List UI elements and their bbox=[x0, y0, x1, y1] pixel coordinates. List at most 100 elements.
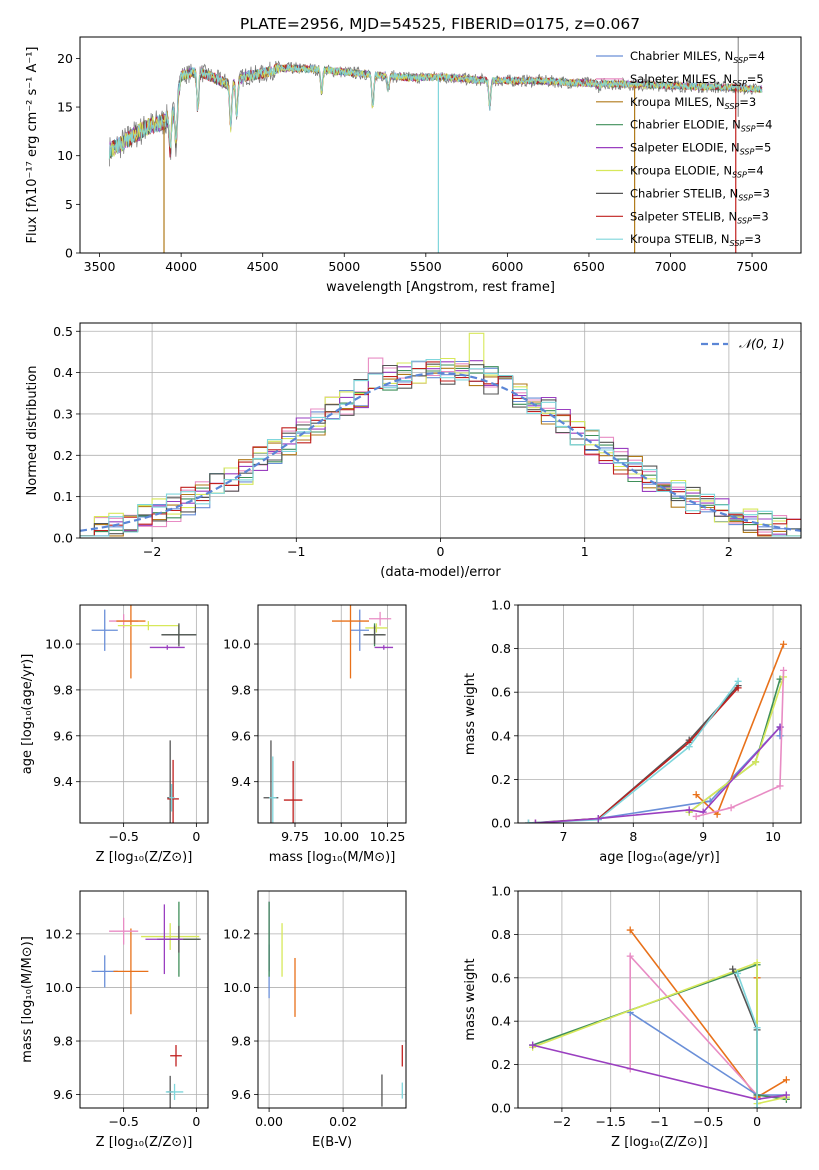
x-tick-label: 0.00 bbox=[255, 1114, 283, 1129]
y-tick-label: 0.0 bbox=[491, 816, 511, 831]
x-tick-label: 9 bbox=[699, 829, 707, 844]
weight-marker bbox=[776, 732, 784, 740]
weight_vs_Z-plot-area bbox=[529, 926, 790, 1108]
weight-marker bbox=[752, 758, 760, 766]
weight-marker bbox=[782, 1076, 790, 1084]
weight-marker bbox=[692, 812, 700, 820]
y-tick-label: 10.0 bbox=[223, 980, 251, 995]
spectrum-data-line bbox=[109, 60, 763, 167]
y-tick-label: 0.4 bbox=[491, 728, 511, 743]
x-tick-label: 1 bbox=[581, 544, 589, 559]
y-tick-label: 9.8 bbox=[231, 682, 251, 697]
y-tick-label: 5 bbox=[65, 197, 73, 212]
y-tick-label: 0 bbox=[65, 246, 73, 261]
y-tick-label: 0.2 bbox=[491, 1057, 511, 1072]
y-tick-label: 20 bbox=[57, 51, 73, 66]
x-tick-label: 0.02 bbox=[329, 1114, 357, 1129]
weight-marker bbox=[734, 684, 742, 692]
y-tick-label: 0.8 bbox=[491, 641, 511, 656]
mass_vs_ebv-plot-area bbox=[268, 901, 403, 1107]
weight-marker bbox=[685, 743, 693, 751]
spectrum-model-line bbox=[108, 63, 763, 160]
legend-label: Chabrier MILES, NSSP=4 bbox=[630, 49, 765, 65]
x-tick-label: −0.5 bbox=[693, 1114, 723, 1129]
errorbar-point bbox=[365, 623, 388, 633]
y-tick-label: 10.2 bbox=[223, 926, 251, 941]
errorbar-point bbox=[167, 759, 179, 823]
y-tick-label: 0.3 bbox=[53, 406, 73, 421]
y-tick-label: 9.8 bbox=[53, 1034, 73, 1049]
x-tick-label: 6500 bbox=[573, 259, 605, 274]
errorbar-point bbox=[161, 623, 197, 647]
legend-label: Kroupa STELIB, NSSP=3 bbox=[630, 232, 761, 248]
weight-marker bbox=[594, 815, 602, 823]
weight-series-line bbox=[696, 670, 785, 818]
x-tick-label: −2 bbox=[143, 544, 161, 559]
x-axis-label: Z [log₁₀(Z/Z⊙)] bbox=[96, 1135, 193, 1150]
x-axis-label: Z [log₁₀(Z/Z⊙)] bbox=[96, 850, 193, 865]
spectrum-plot-area bbox=[108, 37, 763, 253]
errorbar-point bbox=[350, 609, 369, 651]
errorbar-point bbox=[165, 1083, 184, 1100]
x-tick-label: 10 bbox=[765, 829, 781, 844]
mass_vs_ebv-panel: 0.00 0.02 9.6 9.8 10.0 10.2 E(B-V) bbox=[223, 890, 407, 1150]
age_vs_mass-plot-area bbox=[263, 605, 394, 823]
errorbar-point bbox=[141, 923, 200, 950]
axes-frame bbox=[257, 604, 407, 824]
residuals-plot-area bbox=[80, 332, 801, 537]
x-tick-label: 0 bbox=[192, 1114, 200, 1129]
y-tick-label: 9.6 bbox=[53, 728, 73, 743]
weight-marker bbox=[753, 959, 761, 967]
x-tick-label: 2 bbox=[725, 544, 733, 559]
y-tick-label: 0.2 bbox=[53, 448, 73, 463]
y-tick-label: 0.0 bbox=[491, 1101, 511, 1116]
age_vs_Z-panel: −0.5 0 9.4 9.6 9.8 10.0 Z [log₁₀(Z/Z⊙)] age [lo… bbox=[20, 604, 209, 865]
y-tick-label: 10.0 bbox=[45, 980, 73, 995]
errorbar-point bbox=[113, 928, 149, 1015]
errorbar-point bbox=[145, 904, 184, 975]
mass_vs_Z-panel: −0.5 0 9.6 9.8 10.0 10.2 Z [log₁₀(Z/Z⊙)] mass [… bbox=[20, 890, 209, 1150]
x-tick-label: −2 bbox=[553, 1114, 571, 1129]
legend-label: 𝒩(0, 1) bbox=[739, 336, 785, 351]
x-axis-label: mass [log₁₀(M/M⊙)] bbox=[269, 850, 396, 865]
y-axis-label: mass [log₁₀(M/M⊙)] bbox=[20, 936, 35, 1063]
y-tick-label: 1.0 bbox=[491, 598, 511, 613]
y-tick-label: 9.6 bbox=[231, 1087, 251, 1102]
axes-frame bbox=[79, 322, 802, 539]
y-axis-label: Flux [fλ10⁻¹⁷ erg cm⁻² s⁻¹ A⁻¹] bbox=[25, 47, 40, 244]
y-tick-label: 0.6 bbox=[491, 970, 511, 985]
weight-marker bbox=[524, 819, 532, 823]
x-tick-label: −1.5 bbox=[596, 1114, 626, 1129]
weight-marker bbox=[727, 804, 735, 812]
errorbar-point bbox=[117, 621, 179, 631]
weight-marker bbox=[753, 1024, 761, 1032]
weight_vs_age-plot-area bbox=[524, 640, 788, 823]
weight-marker bbox=[734, 677, 742, 685]
figure-title: PLATE=2956, MJD=54525, FIBERID=0175, z=0… bbox=[240, 15, 640, 33]
x-tick-label: −0.5 bbox=[108, 1114, 138, 1129]
errorbar-point bbox=[170, 1045, 182, 1067]
x-axis-label: wavelength [Angstrom, rest frame] bbox=[326, 280, 555, 295]
weight-marker bbox=[626, 926, 634, 934]
weight-marker bbox=[529, 1041, 537, 1049]
age_vs_Z-plot-area bbox=[91, 605, 197, 823]
x-tick-label: 0 bbox=[753, 1114, 761, 1129]
x-tick-label: 10.00 bbox=[323, 829, 359, 844]
legend-label: Chabrier STELIB, NSSP=3 bbox=[630, 186, 770, 202]
x-axis-label: (data-model)/error bbox=[380, 565, 501, 580]
y-tick-label: 15 bbox=[57, 100, 73, 115]
weight-marker bbox=[626, 952, 634, 960]
y-tick-label: 10.0 bbox=[45, 637, 73, 652]
normal-curve bbox=[80, 371, 801, 532]
errorbar-point bbox=[374, 645, 394, 650]
axes-frame bbox=[257, 890, 407, 1109]
x-tick-label: 7500 bbox=[736, 259, 768, 274]
x-tick-label: 7 bbox=[559, 829, 567, 844]
mass_vs_Z-plot-area bbox=[91, 901, 201, 1108]
y-tick-label: 9.6 bbox=[231, 728, 251, 743]
weight-marker bbox=[729, 965, 737, 973]
x-axis-label: age [log₁₀(age/yr)] bbox=[599, 850, 720, 865]
y-axis-label: age [log₁₀(age/yr)] bbox=[20, 654, 35, 775]
x-tick-label: 4000 bbox=[165, 259, 197, 274]
